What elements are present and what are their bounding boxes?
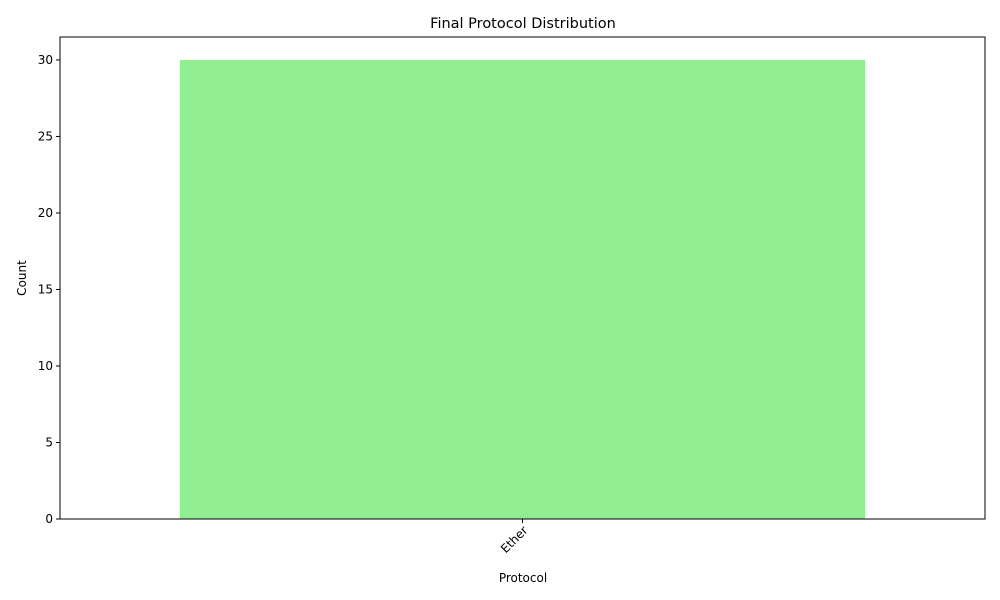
y-axis: 0 5 10 15 20 25 30 bbox=[38, 53, 60, 526]
y-tick-label: 30 bbox=[38, 53, 53, 67]
x-tick-label: Ether bbox=[498, 523, 531, 556]
bars-layer bbox=[179, 59, 866, 519]
bar-ether bbox=[179, 59, 866, 519]
y-tick-label: 5 bbox=[45, 435, 53, 449]
y-tick-label: 0 bbox=[45, 512, 53, 526]
y-tick-label: 20 bbox=[38, 206, 53, 220]
y-tick-label: 10 bbox=[38, 359, 53, 373]
x-axis-label: Protocol bbox=[499, 571, 547, 585]
chart-title: Final Protocol Distribution bbox=[430, 16, 616, 32]
y-tick-label: 15 bbox=[38, 282, 53, 296]
x-axis: Ether bbox=[498, 519, 531, 556]
plot-frame bbox=[59, 36, 986, 520]
y-tick-label: 25 bbox=[38, 129, 53, 143]
y-axis-label: Count bbox=[15, 260, 29, 296]
